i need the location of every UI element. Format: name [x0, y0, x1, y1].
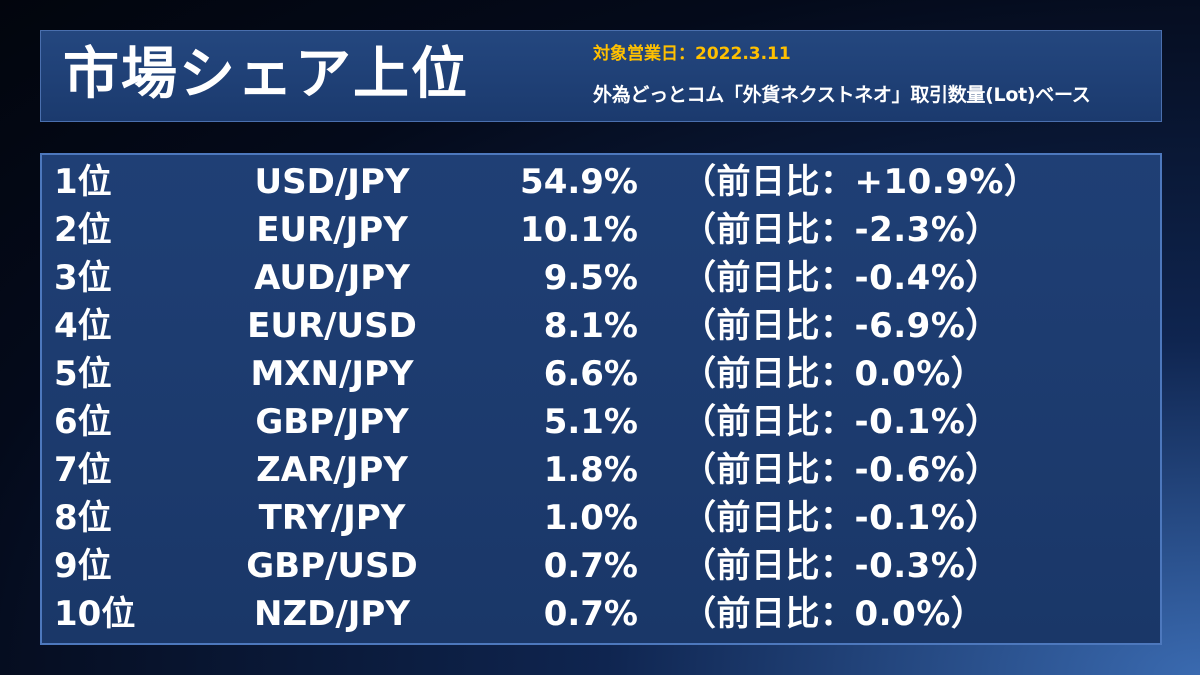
day-change-value: （前日比：-0.1%）	[682, 498, 1000, 538]
currency-pair: EUR/JPY	[256, 210, 408, 250]
currency-pair: TRY/JPY	[258, 498, 406, 538]
currency-pair: ZAR/JPY	[256, 450, 408, 490]
market-share-value: 8.1%	[543, 306, 638, 346]
day-change-value: （前日比：+10.9%）	[682, 162, 1039, 202]
rank-label: 10位	[54, 594, 136, 634]
day-change-value: （前日比：0.0%）	[682, 594, 986, 634]
currency-pair: GBP/JPY	[255, 402, 409, 442]
table-row: 4位 EUR/USD 8.1% （前日比：-6.9%）	[42, 301, 1160, 351]
rank-label: 3位	[54, 258, 112, 298]
day-change-value: （前日比：-0.1%）	[682, 402, 1000, 442]
market-share-value: 0.7%	[543, 594, 638, 634]
day-change-value: （前日比：-2.3%）	[682, 210, 1000, 250]
currency-pair: USD/JPY	[254, 162, 410, 202]
page-title: 市場シェア上位	[63, 42, 469, 107]
basis-note: 外為どっとコム「外貨ネクストネオ」取引数量(Lot)ベース	[593, 84, 1091, 106]
market-share-table: 1位 USD/JPY 54.9% （前日比：+10.9%） 2位 EUR/JPY…	[40, 153, 1162, 645]
market-share-value: 6.6%	[543, 354, 638, 394]
table-row: 5位 MXN/JPY 6.6% （前日比：0.0%）	[42, 349, 1160, 399]
rank-label: 5位	[54, 354, 112, 394]
day-change-value: （前日比：0.0%）	[682, 354, 986, 394]
market-share-value: 1.0%	[543, 498, 638, 538]
day-change-value: （前日比：-0.4%）	[682, 258, 1000, 298]
rank-label: 9位	[54, 546, 112, 586]
rank-label: 4位	[54, 306, 112, 346]
business-date-label: 対象営業日：2022.3.11	[593, 44, 791, 64]
market-share-value: 10.1%	[520, 210, 638, 250]
table-row: 1位 USD/JPY 54.9% （前日比：+10.9%）	[42, 157, 1160, 207]
market-share-value: 54.9%	[520, 162, 638, 202]
table-row: 8位 TRY/JPY 1.0% （前日比：-0.1%）	[42, 493, 1160, 543]
rank-label: 7位	[54, 450, 112, 490]
currency-pair: EUR/USD	[247, 306, 417, 346]
currency-pair: MXN/JPY	[250, 354, 414, 394]
day-change-value: （前日比：-6.9%）	[682, 306, 1000, 346]
rank-label: 2位	[54, 210, 112, 250]
title-banner: 市場シェア上位 対象営業日：2022.3.11 外為どっとコム「外貨ネクストネオ…	[40, 30, 1162, 122]
day-change-value: （前日比：-0.3%）	[682, 546, 1000, 586]
market-share-value: 1.8%	[543, 450, 638, 490]
currency-pair: AUD/JPY	[254, 258, 410, 298]
table-row: 10位 NZD/JPY 0.7% （前日比：0.0%）	[42, 589, 1160, 639]
day-change-value: （前日比：-0.6%）	[682, 450, 1000, 490]
table-row: 3位 AUD/JPY 9.5% （前日比：-0.4%）	[42, 253, 1160, 303]
table-row: 2位 EUR/JPY 10.1% （前日比：-2.3%）	[42, 205, 1160, 255]
rank-label: 6位	[54, 402, 112, 442]
table-row: 9位 GBP/USD 0.7% （前日比：-0.3%）	[42, 541, 1160, 591]
market-share-value: 0.7%	[543, 546, 638, 586]
rank-label: 8位	[54, 498, 112, 538]
market-share-value: 9.5%	[543, 258, 638, 298]
rank-label: 1位	[54, 162, 112, 202]
currency-pair: GBP/USD	[246, 546, 418, 586]
table-row: 7位 ZAR/JPY 1.8% （前日比：-0.6%）	[42, 445, 1160, 495]
market-share-value: 5.1%	[543, 402, 638, 442]
currency-pair: NZD/JPY	[254, 594, 410, 634]
table-row: 6位 GBP/JPY 5.1% （前日比：-0.1%）	[42, 397, 1160, 447]
